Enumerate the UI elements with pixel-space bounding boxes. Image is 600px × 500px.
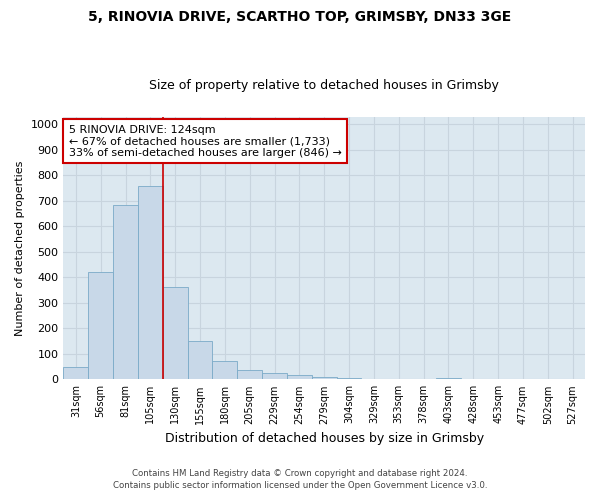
Bar: [312, 377, 337, 380]
Bar: [188, 341, 212, 380]
Text: 5, RINOVIA DRIVE, SCARTHO TOP, GRIMSBY, DN33 3GE: 5, RINOVIA DRIVE, SCARTHO TOP, GRIMSBY, …: [88, 10, 512, 24]
Bar: [64, 368, 88, 380]
Bar: [113, 204, 138, 380]
Title: Size of property relative to detached houses in Grimsby: Size of property relative to detached ho…: [149, 79, 499, 92]
Bar: [337, 378, 361, 380]
Bar: [237, 370, 262, 380]
Bar: [138, 186, 163, 380]
Bar: [163, 287, 188, 380]
Bar: [88, 272, 113, 380]
Bar: [287, 375, 312, 380]
X-axis label: Distribution of detached houses by size in Grimsby: Distribution of detached houses by size …: [164, 432, 484, 445]
Text: Contains HM Land Registry data © Crown copyright and database right 2024.
Contai: Contains HM Land Registry data © Crown c…: [113, 468, 487, 490]
Text: 5 RINOVIA DRIVE: 124sqm
← 67% of detached houses are smaller (1,733)
33% of semi: 5 RINOVIA DRIVE: 124sqm ← 67% of detache…: [68, 124, 341, 158]
Bar: [436, 378, 461, 380]
Bar: [212, 362, 237, 380]
Bar: [262, 373, 287, 380]
Y-axis label: Number of detached properties: Number of detached properties: [15, 160, 25, 336]
Bar: [361, 379, 386, 380]
